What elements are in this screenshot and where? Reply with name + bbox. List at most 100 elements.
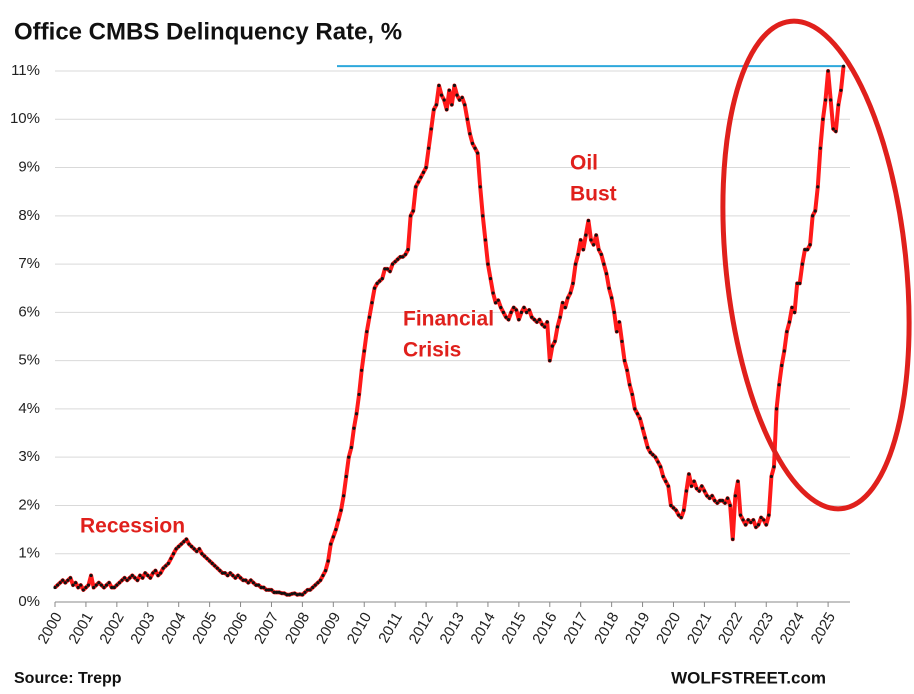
- data-point: [427, 146, 431, 150]
- data-point: [202, 554, 207, 558]
- data-point: [504, 315, 508, 319]
- data-point: [792, 310, 797, 314]
- data-point: [218, 569, 222, 573]
- data-point: [429, 127, 433, 131]
- data-point: [553, 339, 557, 343]
- data-point: [143, 571, 147, 575]
- data-point: [532, 318, 536, 322]
- data-point: [184, 537, 189, 541]
- data-point: [226, 573, 230, 578]
- data-point: [416, 180, 420, 184]
- data-point: [741, 518, 745, 522]
- data-point: [687, 472, 691, 476]
- data-point: [171, 552, 176, 556]
- x-tick-label: 2001: [65, 609, 96, 646]
- data-point: [269, 588, 274, 592]
- data-point: [313, 583, 317, 587]
- data-point: [285, 593, 289, 597]
- data-point: [182, 540, 186, 544]
- data-point: [561, 301, 565, 305]
- annotation: Financial: [403, 308, 494, 331]
- data-point: [617, 320, 621, 324]
- data-point: [117, 581, 122, 585]
- data-point: [635, 412, 640, 416]
- data-point: [702, 489, 707, 493]
- data-point: [823, 98, 828, 102]
- data-point: [723, 501, 727, 505]
- data-point: [728, 503, 732, 508]
- data-point: [414, 185, 418, 189]
- data-point: [138, 573, 142, 578]
- data-point: [700, 484, 704, 488]
- data-point: [671, 506, 676, 510]
- x-tick-label: 2010: [344, 609, 375, 646]
- data-point: [97, 581, 101, 585]
- data-point: [710, 494, 714, 498]
- data-point: [620, 339, 624, 343]
- data-point: [107, 581, 111, 585]
- x-tick-label: 2023: [746, 609, 777, 646]
- data-point: [777, 383, 781, 387]
- data-point: [594, 233, 598, 237]
- data-point: [233, 576, 237, 580]
- data-point: [805, 248, 810, 252]
- data-point: [465, 117, 469, 121]
- data-point: [537, 318, 542, 322]
- data-point: [591, 243, 596, 247]
- data-point: [509, 310, 513, 314]
- data-point: [439, 93, 444, 97]
- data-point: [774, 407, 779, 411]
- data-point: [581, 248, 585, 252]
- data-point: [300, 593, 304, 597]
- data-point: [813, 209, 817, 213]
- data-point: [390, 262, 395, 266]
- data-point: [79, 583, 83, 587]
- y-tick-label: 2%: [18, 496, 40, 513]
- data-point: [102, 585, 106, 590]
- data-point: [470, 141, 475, 146]
- data-point: [543, 325, 547, 329]
- data-point: [277, 590, 281, 594]
- x-tick-label: 2017: [560, 609, 591, 646]
- data-point: [89, 573, 93, 578]
- data-point: [179, 542, 183, 546]
- x-tick-label: 2003: [127, 609, 158, 646]
- data-point: [125, 578, 129, 582]
- data-point: [357, 392, 361, 397]
- data-point: [787, 320, 792, 324]
- data-point: [409, 214, 413, 218]
- data-point: [656, 460, 660, 464]
- data-point: [772, 465, 776, 469]
- data-point: [159, 571, 163, 575]
- data-point: [715, 501, 719, 505]
- data-point: [200, 552, 204, 556]
- data-point: [695, 486, 699, 491]
- x-tick-label: 2016: [529, 609, 560, 646]
- data-point: [599, 252, 603, 257]
- data-point: [759, 515, 763, 520]
- data-point: [156, 573, 160, 578]
- data-point: [589, 238, 593, 242]
- data-point: [545, 320, 549, 324]
- data-point: [187, 542, 191, 546]
- data-point: [633, 407, 637, 411]
- x-tick-label: 2014: [467, 609, 498, 646]
- data-point: [146, 573, 150, 578]
- data-point: [447, 88, 451, 92]
- x-tick-label: 2004: [158, 609, 189, 646]
- data-point: [424, 165, 428, 170]
- data-point: [816, 185, 820, 189]
- data-point: [244, 578, 248, 582]
- data-point: [648, 450, 652, 454]
- data-point: [287, 593, 292, 597]
- data-point: [375, 281, 379, 285]
- data-point: [720, 499, 725, 503]
- data-point: [751, 518, 755, 522]
- x-tick-label: 2020: [653, 609, 684, 646]
- data-point: [122, 576, 127, 580]
- data-point: [540, 322, 544, 327]
- data-point: [733, 494, 737, 498]
- data-point: [622, 359, 627, 363]
- data-point: [318, 578, 323, 582]
- data-point: [841, 64, 846, 68]
